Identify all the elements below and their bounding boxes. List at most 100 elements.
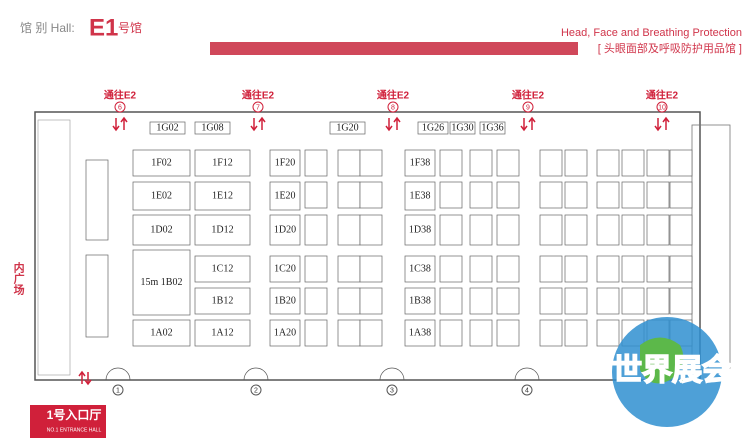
booth-label: 1F20 bbox=[275, 157, 296, 168]
booth-label: 1B20 bbox=[274, 295, 296, 306]
stand bbox=[539, 255, 563, 283]
stand bbox=[496, 255, 520, 283]
stand bbox=[646, 255, 670, 283]
stand bbox=[359, 149, 383, 177]
arrow bbox=[662, 116, 670, 130]
booth bbox=[329, 121, 366, 135]
booth bbox=[194, 181, 251, 211]
booth-label: 1E38 bbox=[409, 190, 430, 201]
stand bbox=[439, 214, 463, 246]
passage-number: 9 bbox=[526, 104, 530, 111]
entrance-circle bbox=[521, 384, 533, 396]
stand bbox=[646, 149, 670, 177]
booth-label: 1E12 bbox=[212, 190, 233, 201]
stand bbox=[359, 214, 383, 246]
arrow bbox=[654, 118, 662, 132]
booth-label: 1F02 bbox=[151, 157, 172, 168]
booth bbox=[194, 287, 251, 315]
booth-label: 1D12 bbox=[211, 224, 233, 235]
watermark-land bbox=[640, 337, 684, 384]
stand bbox=[496, 214, 520, 246]
stand bbox=[596, 181, 620, 209]
arrow bbox=[393, 116, 401, 130]
booth-label: 1A12 bbox=[211, 327, 233, 338]
stand bbox=[539, 319, 563, 347]
stand bbox=[359, 319, 383, 347]
stand bbox=[564, 255, 588, 283]
passage-label: 通往E2 bbox=[512, 89, 545, 102]
booth bbox=[194, 319, 251, 347]
booth-label: 1B12 bbox=[212, 295, 234, 306]
stand bbox=[646, 214, 670, 246]
arrow bbox=[528, 116, 536, 130]
booth bbox=[194, 149, 251, 177]
passage-circle bbox=[252, 101, 264, 113]
stand bbox=[669, 255, 693, 283]
stand bbox=[596, 255, 620, 283]
passage-label: 通往E2 bbox=[377, 89, 410, 102]
stand bbox=[669, 181, 693, 209]
stand bbox=[304, 214, 328, 246]
stand bbox=[304, 255, 328, 283]
booth-label: 1F12 bbox=[212, 157, 233, 168]
booth-label: 1C38 bbox=[409, 263, 431, 274]
booth bbox=[269, 214, 301, 246]
stand bbox=[621, 287, 645, 315]
booth bbox=[132, 319, 191, 347]
booth-label: 1E02 bbox=[151, 190, 172, 201]
stand bbox=[304, 319, 328, 347]
booth-label: 1A38 bbox=[409, 327, 431, 338]
arrow bbox=[385, 118, 393, 132]
entrance-number: 2 bbox=[254, 387, 258, 394]
stand bbox=[439, 287, 463, 315]
stand bbox=[469, 287, 493, 315]
passage-circle bbox=[387, 101, 399, 113]
booth-label: 1F38 bbox=[410, 157, 431, 168]
stand bbox=[539, 149, 563, 177]
stand bbox=[304, 181, 328, 209]
left-service bbox=[37, 119, 71, 376]
booth-label: 1B38 bbox=[409, 295, 431, 306]
side-booth bbox=[85, 254, 109, 338]
passage-number: 10 bbox=[658, 104, 666, 111]
stand bbox=[496, 181, 520, 209]
stand bbox=[359, 255, 383, 283]
booth bbox=[269, 287, 301, 315]
booth-label: 1G20 bbox=[336, 122, 358, 133]
stand bbox=[646, 181, 670, 209]
stand bbox=[469, 149, 493, 177]
booth bbox=[194, 214, 251, 246]
arrow bbox=[78, 370, 86, 384]
arrow bbox=[84, 372, 92, 386]
booth-label: 1G02 bbox=[156, 122, 178, 133]
stand bbox=[621, 149, 645, 177]
arrow bbox=[250, 118, 258, 132]
booth bbox=[404, 149, 436, 177]
booth bbox=[449, 121, 476, 135]
hall-prefix: 馆 别 Hall: bbox=[20, 20, 75, 35]
stand bbox=[669, 149, 693, 177]
stand bbox=[596, 214, 620, 246]
booth bbox=[479, 121, 506, 135]
booth-label: 1G30 bbox=[451, 122, 473, 133]
stand bbox=[439, 181, 463, 209]
stand bbox=[337, 214, 361, 246]
stand bbox=[669, 287, 693, 315]
stand bbox=[596, 319, 620, 347]
booth bbox=[132, 149, 191, 177]
booth-label: 1C20 bbox=[274, 263, 296, 274]
stand bbox=[596, 149, 620, 177]
entrance-circle bbox=[112, 384, 124, 396]
stand bbox=[337, 181, 361, 209]
stand bbox=[337, 149, 361, 177]
side-label: 内广场 bbox=[12, 261, 25, 296]
door bbox=[379, 367, 405, 381]
stand bbox=[621, 214, 645, 246]
entrance-circle bbox=[250, 384, 262, 396]
stand bbox=[304, 287, 328, 315]
stand bbox=[539, 181, 563, 209]
booth bbox=[269, 181, 301, 211]
booth bbox=[269, 255, 301, 283]
stand bbox=[439, 149, 463, 177]
